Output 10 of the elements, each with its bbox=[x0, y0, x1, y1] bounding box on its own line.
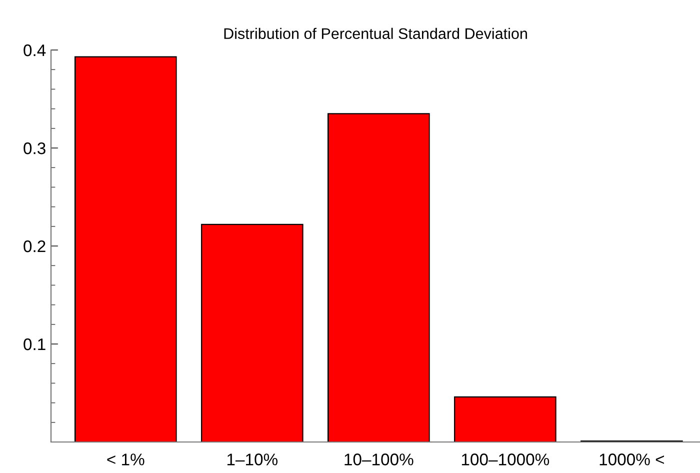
x-tick-label: 1000% < bbox=[600, 454, 664, 466]
chart-title: Distribution of Percentual Standard Deviation bbox=[224, 28, 527, 40]
y-tick-label: 0.2 bbox=[24, 240, 46, 252]
x-tick-label: 10–100% bbox=[344, 454, 414, 466]
y-tick-label: 0.1 bbox=[24, 338, 46, 350]
x-tick-label: 1–10% bbox=[227, 454, 278, 466]
y-tick-label: 0.3 bbox=[24, 142, 46, 154]
x-tick-label: < 1% bbox=[107, 454, 144, 466]
y-tick-label: 0.4 bbox=[24, 44, 46, 56]
x-tick-label: 100–1000% bbox=[462, 454, 550, 466]
